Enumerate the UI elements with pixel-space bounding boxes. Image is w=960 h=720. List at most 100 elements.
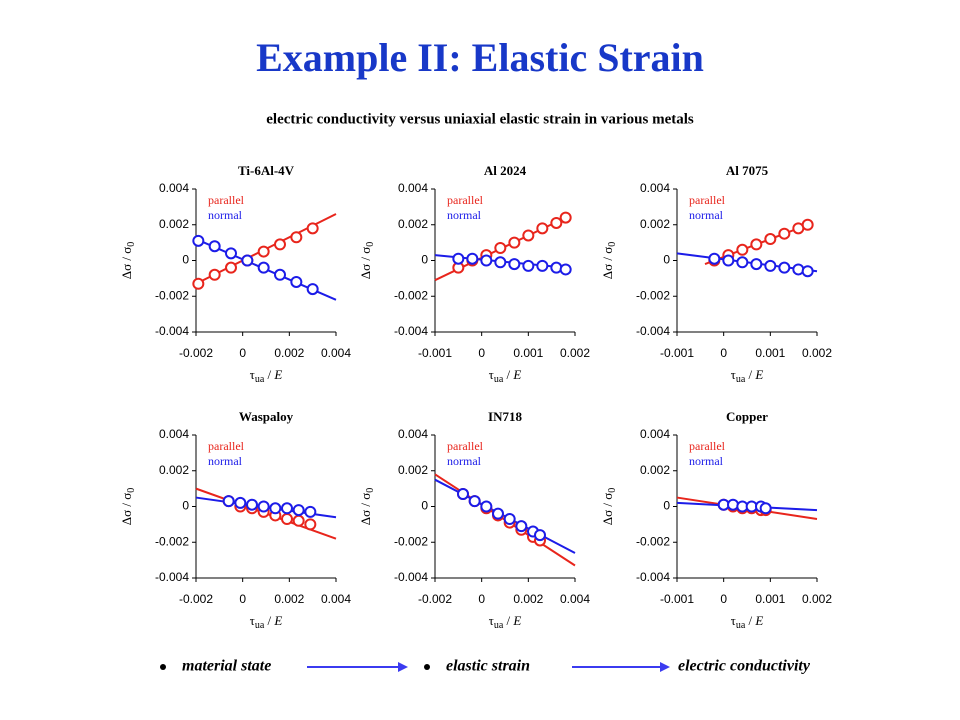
point [764, 259, 777, 272]
point [257, 500, 270, 513]
y-label-symbol: Δσ / σ [119, 247, 134, 280]
x-axis-label: τua / E [489, 613, 522, 631]
y-label-symbol: Δσ / σ [358, 247, 373, 280]
legend-label: parallel [208, 439, 245, 453]
slide-title: Example II: Elastic Strain [256, 35, 704, 80]
x-label-sep: / [745, 613, 755, 628]
x-tick-label: 0.004 [560, 592, 590, 606]
x-label-subscript: ua [494, 620, 504, 631]
x-label-var: E [512, 613, 521, 628]
y-label-subscript: 0 [607, 242, 618, 247]
x-label-subscript: ua [255, 620, 265, 631]
point [727, 498, 739, 511]
y-tick-label: 0.002 [159, 217, 189, 231]
x-label-sep: / [745, 367, 755, 382]
y-tick-label: -0.002 [394, 534, 428, 548]
legend-label: normal [447, 454, 482, 468]
x-label-symbol: τ [250, 613, 255, 628]
y-label-subscript: 0 [365, 488, 376, 493]
point [274, 238, 286, 251]
y-tick-label: -0.002 [394, 288, 428, 302]
y-tick-label: 0.004 [398, 181, 428, 195]
point [192, 277, 205, 290]
point [708, 252, 721, 265]
y-label-symbol: Δσ / σ [600, 493, 615, 526]
point [281, 513, 293, 526]
legend-label: parallel [689, 439, 726, 453]
x-tick-label: -0.002 [418, 592, 452, 606]
point [522, 229, 535, 242]
point [225, 261, 237, 274]
y-tick-label: 0.004 [398, 427, 428, 441]
legend-label: parallel [447, 439, 484, 453]
point [503, 513, 516, 526]
y-tick-label: -0.004 [394, 570, 428, 584]
y-tick-label: -0.002 [636, 288, 670, 302]
x-label-subscript: ua [494, 374, 504, 385]
point [759, 502, 772, 515]
y-tick-label: -0.002 [155, 288, 189, 302]
point [466, 252, 479, 265]
x-label-subscript: ua [736, 374, 746, 385]
y-tick-label: 0.002 [398, 463, 428, 477]
point [304, 518, 317, 531]
chart-title: Al 7075 [726, 163, 769, 178]
x-tick-label: 0.002 [274, 592, 304, 606]
legend-label: normal [689, 454, 724, 468]
point [480, 500, 493, 513]
y-label-symbol: Δσ / σ [119, 493, 134, 526]
chart-title: Waspaloy [239, 409, 294, 424]
point [452, 252, 465, 265]
point [208, 240, 221, 253]
point [536, 222, 549, 235]
footer-item: elastic strain [446, 658, 530, 675]
x-label-symbol: τ [489, 367, 494, 382]
point [722, 254, 735, 267]
y-tick-label: 0 [421, 253, 428, 267]
x-tick-label: 0 [478, 592, 485, 606]
point [292, 514, 305, 527]
x-tick-label: -0.001 [660, 592, 694, 606]
x-tick-label: 0.002 [560, 346, 590, 360]
y-tick-label: 0.002 [640, 463, 670, 477]
y-axis-label: Δσ / σ0 [119, 488, 137, 526]
point [801, 218, 814, 231]
point [550, 261, 563, 274]
y-label-subscript: 0 [126, 242, 137, 247]
y-tick-label: 0 [421, 499, 428, 513]
chart-title: Copper [726, 409, 768, 424]
x-tick-label: 0 [478, 346, 485, 360]
x-tick-label: 0.002 [802, 592, 832, 606]
point [559, 263, 572, 276]
bullet [160, 664, 166, 670]
y-tick-label: 0 [663, 253, 670, 267]
point [778, 261, 791, 274]
y-label-subscript: 0 [126, 488, 137, 493]
point [801, 265, 814, 278]
x-tick-label: 0.001 [755, 592, 785, 606]
y-tick-label: 0.004 [159, 181, 189, 195]
x-axis-label: τua / E [731, 367, 764, 385]
y-tick-label: 0.004 [640, 181, 670, 195]
x-tick-label: 0.002 [274, 346, 304, 360]
legend-label: normal [447, 208, 482, 222]
x-label-symbol: τ [731, 613, 736, 628]
legend-label: parallel [447, 193, 484, 207]
y-tick-label: -0.004 [155, 324, 189, 338]
y-tick-label: -0.004 [636, 324, 670, 338]
x-label-subscript: ua [736, 620, 746, 631]
point [292, 504, 305, 517]
x-label-sep: / [503, 613, 513, 628]
point [281, 502, 293, 515]
point [534, 529, 546, 542]
y-tick-label: 0 [663, 499, 670, 513]
point [508, 258, 521, 271]
y-axis-label: Δσ / σ0 [600, 242, 618, 280]
y-tick-label: 0.002 [159, 463, 189, 477]
point [306, 222, 319, 235]
point [750, 238, 763, 251]
y-axis-label: Δσ / σ0 [119, 242, 137, 280]
point [550, 216, 563, 229]
x-label-symbol: τ [489, 613, 494, 628]
